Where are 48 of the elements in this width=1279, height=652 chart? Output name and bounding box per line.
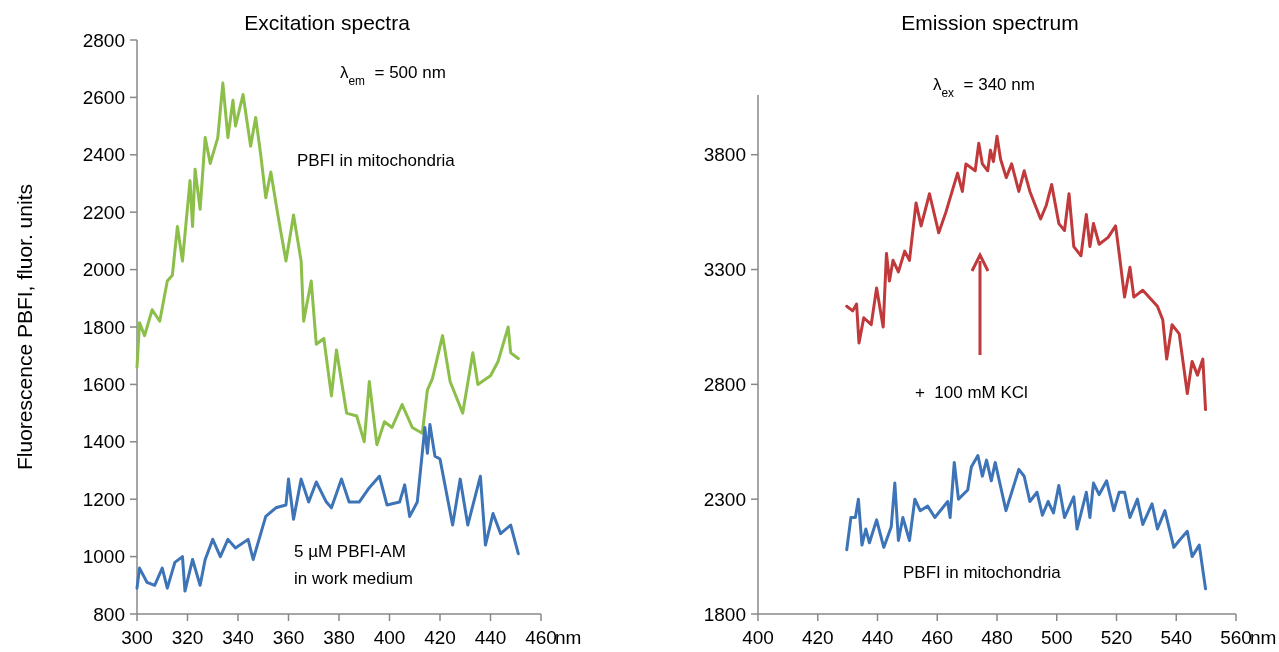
y-tick-label: 800 [93,603,125,625]
annotation: λ$_{ex}$ = 340 nm [933,75,1035,100]
annotation: + 100 mM KCl [915,383,1028,402]
x-axis-title: nm [1250,627,1277,648]
y-tick-label: 1600 [82,374,125,396]
y-tick-label: 2300 [703,488,746,510]
x-tick-label: 520 [1100,627,1133,648]
chart-title: Excitation spectra [244,11,411,34]
x-axis-title: nm [555,627,582,648]
y-tick-label: 2200 [82,201,125,223]
y-tick-label: 3300 [703,259,746,281]
chart-title: Emission spectrum [901,11,1079,34]
x-tick-label: 320 [171,627,204,648]
series-label: PBFI in mitochondria [903,563,1062,582]
x-tick-label: 460 [921,627,954,648]
y-tick-label: 1800 [703,603,746,625]
y-tick-label: 2600 [82,87,125,109]
y-tick-label: 1000 [82,546,125,568]
annotation: λ$_{em}$ = 500 nm [340,63,446,88]
line-series [135,423,520,593]
x-tick-label: 540 [1160,627,1193,648]
y-axis-title: Fluorescence PBFI, fluor. units [13,184,37,470]
x-tick-label: 380 [323,627,355,648]
y-tick-label: 1400 [82,431,125,453]
y-tick-label: 2000 [82,259,125,281]
y-tick-label: 2800 [82,29,125,51]
x-tick-label: 500 [1040,627,1073,648]
x-tick-label: 420 [801,627,834,648]
y-tick-label: 1800 [82,316,125,338]
x-tick-label: 340 [222,627,254,648]
x-tick-label: 420 [424,627,456,648]
x-tick-label: 400 [373,627,406,648]
x-tick-label: 440 [474,627,507,648]
y-tick-label: 1200 [82,488,125,510]
x-tick-label: 440 [861,627,894,648]
series-label: 5 µM PBFI-AM in work medium [294,542,414,588]
x-tick-label: 460 [525,627,557,648]
series-label: PBFI in mitochondria [297,151,456,170]
x-tick-label: 400 [742,627,774,648]
x-tick-label: 360 [272,627,305,648]
x-tick-label: 560 [1220,627,1252,648]
y-tick-label: 2400 [82,144,125,166]
y-tick-label: 3800 [703,144,746,166]
line-series [845,134,1208,412]
x-tick-label: 300 [121,627,153,648]
y-tick-label: 2800 [703,374,746,395]
line-series [845,454,1208,591]
x-tick-label: 480 [981,627,1013,648]
